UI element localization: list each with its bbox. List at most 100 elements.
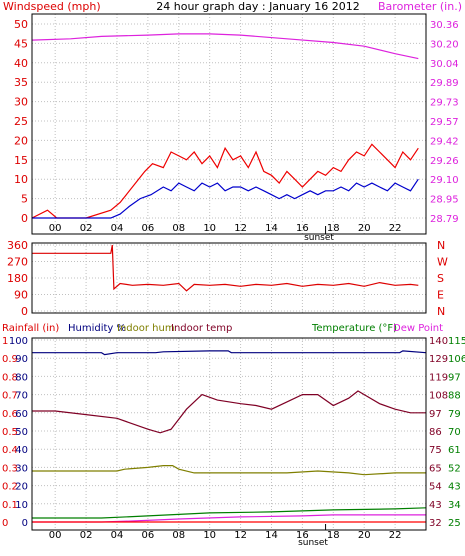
wind-x-tick-14: 14 — [265, 223, 278, 234]
direction-tick-270: 270 — [7, 256, 28, 269]
temp-x-tick-22: 22 — [389, 530, 402, 541]
wind-barometer-panel: Windspeed (mph) 24 hour graph day : Janu… — [3, 0, 462, 243]
wind_avg-line — [32, 178, 419, 219]
temp-x-tick-02: 02 — [80, 530, 93, 541]
windspeed-tick-20: 20 — [14, 134, 28, 147]
direction-tick-360: 360 — [7, 239, 28, 252]
temp-humidity-panel: Rainfall (in) Humidity % Indoor hum Indo… — [2, 323, 465, 548]
barometer-tick-5: 29.57 — [430, 117, 459, 128]
indoor_hum-line — [32, 465, 426, 476]
windspeed-tick-25: 25 — [14, 115, 28, 128]
temp-grid — [32, 338, 426, 530]
wind-x-tick-20: 20 — [358, 223, 371, 234]
temperature-outer-tick-6: 79 — [448, 409, 461, 420]
barometer-ticks: 28.79 28.95 29.10 29.26 29.42 29.57 29.73 29.89… — [430, 20, 459, 225]
sunset-marker-label: sunset — [304, 233, 334, 243]
barometer-tick-2: 29.10 — [430, 175, 459, 186]
rainfall-tick-7: 0.7 — [2, 391, 18, 402]
wind-x-tick-06: 06 — [142, 223, 155, 234]
direction-degree-ticks: 0 90 180 270 360 — [7, 239, 28, 318]
rainfall-ticks: 0 0.1 0.2 0.3 0.4 0.5 0.6 0.7 0.8 0.9 1 — [2, 336, 18, 529]
humidity-legend: Humidity % — [68, 323, 126, 334]
indoor-temp-legend: Indoor temp — [171, 323, 232, 334]
wind-x-tick-10: 10 — [203, 223, 216, 234]
temperature-outer-tick-3: 52 — [448, 463, 461, 474]
chart-title: 24 hour graph day : January 16 2012 — [156, 0, 360, 13]
rainfall-axis-label: Rainfall (in) — [2, 323, 59, 334]
direction-series — [32, 244, 419, 292]
humidity-tick-10: 100 — [9, 336, 28, 347]
temperature-outer-tick-2: 43 — [448, 482, 461, 493]
humidity-tick-0: 0 — [22, 518, 28, 529]
compass-tick-2: S — [437, 272, 444, 285]
temperature-outer-tick-1: 34 — [448, 500, 461, 511]
temp-x-tick-12: 12 — [234, 530, 247, 541]
temperature-ticks: 32 43 54 65 75 86 97 108 119 129 140 — [429, 336, 448, 529]
temperature-line — [32, 507, 427, 519]
windspeed-tick-10: 10 — [14, 173, 28, 186]
temperature-outer-tick-10: 115 — [448, 336, 465, 347]
temperature-outer-tick-4: 61 — [448, 445, 461, 456]
rainfall-tick-10: 1 — [2, 336, 8, 347]
temperature-tick-2: 54 — [429, 482, 442, 493]
temp-x-tick-00: 00 — [49, 530, 62, 541]
direction-tick-90: 90 — [14, 289, 28, 302]
rainfall-tick-8: 0.8 — [2, 372, 18, 383]
wind-x-tick-12: 12 — [234, 223, 247, 234]
humidity-tick-6: 60 — [15, 409, 28, 420]
sunset-marker-label-2: sunset — [298, 538, 328, 548]
windspeed-tick-35: 35 — [14, 76, 28, 89]
humidity-line — [32, 350, 427, 356]
temp-x-tick-18: 18 — [327, 530, 340, 541]
temp-x-tick-10: 10 — [203, 530, 216, 541]
temp-x-tick-20: 20 — [358, 530, 371, 541]
temp-x-tick-16: 16 — [296, 530, 309, 541]
windspeed-tick-0: 0 — [21, 212, 28, 225]
temp-x-tick-04: 04 — [111, 530, 124, 541]
windspeed-tick-40: 40 — [14, 57, 28, 70]
barometer-tick-3: 29.26 — [430, 156, 459, 167]
wind-grid — [32, 14, 426, 234]
windspeed-axis-label: Windspeed (mph) — [3, 0, 101, 13]
humidity-tick-2: 20 — [15, 482, 28, 493]
windspeed-tick-30: 30 — [14, 96, 28, 109]
temperature-tick-7: 108 — [429, 391, 448, 402]
wind-x-tick-08: 08 — [172, 223, 185, 234]
humidity-tick-5: 50 — [15, 427, 28, 438]
direction-tick-0: 0 — [21, 305, 28, 318]
windspeed-ticks: 0 5 10 15 20 25 30 35 40 45 50 — [14, 18, 28, 225]
wind-barometer-series — [31, 33, 419, 219]
temp-time-ticks: 00 02 04 06 08 10 12 14 16 18 20 22 — [49, 524, 402, 541]
wind-x-tick-02: 02 — [80, 223, 93, 234]
temperature-outer-tick-5: 70 — [448, 427, 461, 438]
wind-x-tick-22: 22 — [389, 223, 402, 234]
direction-line — [32, 244, 419, 292]
wind-x-tick-18: 18 — [327, 223, 340, 234]
humidity-tick-3: 30 — [15, 463, 28, 474]
temp-x-tick-08: 08 — [172, 530, 185, 541]
wind-x-tick-04: 04 — [111, 223, 124, 234]
wind-x-tick-16: 16 — [296, 223, 309, 234]
indoor-hum-legend: Indoor hum — [117, 323, 175, 334]
windspeed-tick-45: 45 — [14, 37, 28, 50]
wind-x-tick-00: 00 — [49, 223, 62, 234]
humidity-ticks: 0 10 20 30 40 50 60 70 80 90 100 — [9, 336, 28, 529]
compass-tick-0: N — [437, 305, 445, 318]
temperature-tick-4: 75 — [429, 445, 442, 456]
rainfall-tick-6: 0.6 — [2, 409, 18, 420]
temperature-tick-6: 97 — [429, 409, 442, 420]
humidity-tick-4: 40 — [15, 445, 28, 456]
indoor_temp-line — [32, 390, 426, 434]
barometer-tick-0: 28.79 — [430, 214, 459, 225]
barometer-line — [31, 33, 419, 60]
temperature-outer-tick-0: 25 — [448, 518, 461, 529]
direction-plot-frame — [31, 242, 427, 314]
barometer-tick-4: 29.42 — [430, 136, 459, 147]
compass-tick-3: W — [437, 256, 448, 269]
barometer-axis-label: Barometer (in.) — [378, 0, 462, 13]
humidity-tick-7: 70 — [15, 391, 28, 402]
